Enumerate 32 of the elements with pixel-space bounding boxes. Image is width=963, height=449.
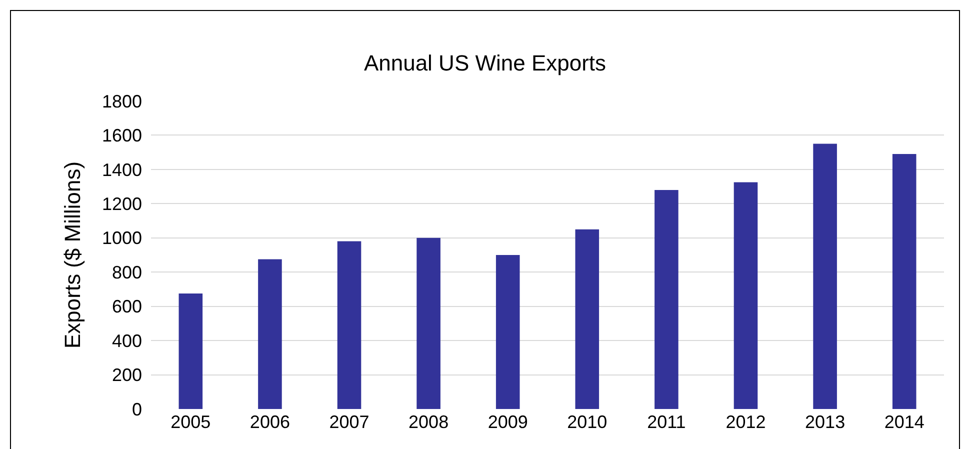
y-tick-label: 1000 [102, 228, 142, 248]
y-tick-label: 1200 [102, 194, 142, 214]
x-tick-label: 2008 [408, 412, 449, 432]
bar [813, 144, 837, 409]
y-tick-label: 0 [132, 399, 142, 420]
bar [178, 294, 203, 409]
x-tick-label: 2005 [170, 412, 211, 432]
y-axis-title: Exports ($ Millions) [60, 161, 85, 349]
y-tick-label: 1600 [102, 126, 142, 146]
y-tick-label: 1400 [102, 160, 142, 180]
bar [496, 255, 520, 409]
x-tick-label: 2012 [726, 412, 766, 432]
x-tick-label: 2011 [647, 412, 686, 432]
chart-title: Annual US Wine Exports [364, 50, 606, 76]
y-tick-label: 400 [112, 330, 142, 351]
bar [337, 241, 362, 409]
x-tick-label: 2014 [884, 412, 924, 432]
x-tick-label: 2010 [567, 412, 608, 432]
x-tick-label: 2013 [805, 412, 846, 432]
x-tick-label: 2007 [329, 412, 370, 432]
bar [892, 154, 916, 409]
bar [575, 229, 600, 409]
bar [734, 182, 758, 409]
bar [258, 259, 282, 409]
y-tick-label: 1800 [102, 91, 142, 112]
x-tick-label: 2009 [488, 412, 528, 432]
bar [654, 190, 678, 409]
y-tick-label: 200 [112, 365, 142, 386]
x-tick-label: 2006 [250, 412, 290, 432]
y-tick-label: 800 [112, 262, 142, 282]
bar [416, 238, 440, 409]
y-tick-label: 600 [112, 296, 142, 317]
